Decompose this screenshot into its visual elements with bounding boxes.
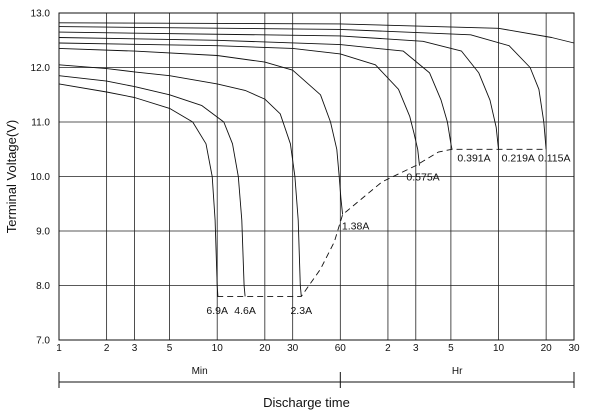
discharge-curve-2 — [58, 75, 246, 297]
y-tick-label: 13.0 — [31, 9, 51, 20]
x-tick-label: 2 — [104, 343, 110, 354]
y-tick-label: 8.0 — [36, 281, 50, 292]
current-label: 2.3A — [290, 305, 312, 317]
current-label: 0.115A — [538, 152, 571, 164]
cutoff-dashed-line — [217, 148, 547, 297]
discharge-curve-8 — [58, 26, 547, 150]
y-tick-label: 10.0 — [31, 172, 51, 183]
y-tick-label: 11.0 — [31, 118, 50, 129]
y-tick-label: 7.0 — [36, 336, 50, 347]
time-unit-segments: Min Hr — [58, 366, 575, 388]
grid-lines — [58, 12, 575, 341]
discharge-curve-7 — [58, 31, 499, 150]
y-tick-labels: 7.0 8.0 9.0 10.0 11.0 12.0 13.0 — [31, 9, 51, 347]
current-label: 4.6A — [234, 305, 256, 317]
x-axis-label: Discharge time — [263, 395, 350, 410]
discharge-curve-5 — [58, 42, 420, 166]
x-tick-label: 10 — [212, 343, 224, 354]
segment-label-min: Min — [192, 366, 208, 377]
y-tick-label: 12.0 — [31, 63, 51, 74]
discharge-curve-3 — [58, 64, 302, 297]
discharge-curves — [58, 22, 575, 297]
current-label: 1.38A — [342, 221, 369, 233]
x-tick-label: 3 — [132, 343, 138, 354]
x-tick-label: 60 — [335, 343, 347, 354]
segment-label-hr: Hr — [452, 366, 463, 377]
x-tick-label: 5 — [167, 343, 173, 354]
current-label: 6.9A — [206, 305, 228, 317]
current-label: 0.575A — [406, 172, 439, 184]
y-axis-label: Terminal Voltage(V) — [4, 120, 19, 233]
cutoff-voltage-line — [217, 148, 547, 297]
current-label: 0.391A — [457, 152, 490, 164]
current-annotations: 6.9A 4.6A 2.3A 1.38A 0.575A 0.391A 0.219A 0.115… — [206, 152, 570, 317]
x-tick-label: 5 — [448, 343, 454, 354]
discharge-curve-1 — [58, 83, 219, 297]
x-tick-label: 3 — [413, 343, 419, 354]
x-tick-label: 30 — [287, 343, 299, 354]
x-tick-label: 20 — [259, 343, 271, 354]
x-tick-label: 20 — [541, 343, 553, 354]
plot-frame — [58, 12, 575, 341]
x-tick-label: 2 — [385, 343, 391, 354]
y-tick-label: 9.0 — [36, 227, 50, 238]
discharge-curve-4 — [58, 47, 344, 215]
current-label: 0.219A — [502, 152, 535, 164]
discharge-curve-6 — [58, 37, 453, 150]
x-tick-label: 10 — [493, 343, 505, 354]
x-tick-label: 30 — [568, 343, 580, 354]
x-tick-labels: 1 2 3 5 10 20 30 60 2 3 5 10 20 30 — [56, 343, 580, 354]
discharge-curve-9 — [58, 22, 575, 44]
x-tick-label: 1 — [56, 343, 62, 354]
